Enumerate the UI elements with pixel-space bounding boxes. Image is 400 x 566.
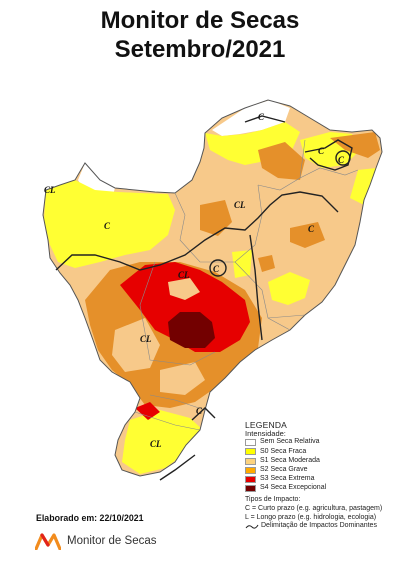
impact-label: CL [234, 200, 246, 210]
legend-swatch [245, 466, 256, 474]
legend-item: S1 Seca Moderada [245, 457, 395, 466]
legend: LEGENDA Intensidade: Sem Seca Relativa S… [245, 421, 395, 531]
legend-swatch [245, 476, 256, 484]
elaboration-date: Elaborado em: 22/10/2021 [36, 513, 144, 523]
impact-types-title: Tipos de Impacto: [245, 496, 301, 504]
s4-area [168, 312, 215, 348]
impact-label: C [213, 264, 220, 274]
no-drought-area-north [212, 100, 290, 136]
impact-label: CL [178, 270, 190, 280]
impact-label: C [104, 221, 111, 231]
legend-items: Sem Seca Relativa S0 Seca Fraca S1 Seca … [245, 438, 395, 493]
legend-item: S0 Seca Fraca [245, 447, 395, 456]
boundary-label: Delimitação de Impactos Dominantes [261, 522, 377, 530]
legend-swatch [245, 448, 256, 456]
boundary-line-icon [245, 524, 259, 529]
monitor-de-secas-logo-icon [35, 533, 61, 550]
s0-area-east [350, 168, 376, 205]
legend-item: S3 Seca Extrema [245, 475, 395, 484]
impact-label: CL [150, 439, 162, 449]
map-title: Monitor de Secas Setembro/2021 [0, 6, 400, 64]
s1-area-inner-1 [112, 318, 160, 372]
s0-area-center [232, 250, 252, 278]
s3-area-south [135, 402, 160, 420]
impact-label: CL [44, 185, 56, 195]
brand-logo-block: Monitor de Secas [35, 531, 157, 551]
legend-item-label: Sem Seca Relativa [260, 438, 320, 446]
legend-swatch [245, 457, 256, 465]
legend-item-label: S2 Seca Grave [260, 466, 308, 474]
legend-item-label: S1 Seca Moderada [260, 456, 320, 464]
legend-item-label: S3 Seca Extrema [260, 475, 315, 483]
legend-item-label: S0 Seca Fraca [260, 447, 307, 455]
title-line-1: Monitor de Secas [100, 7, 300, 34]
brand-name: Monitor de Secas [67, 535, 157, 547]
boundary-legend-item: Delimitação de Impactos Dominantes [245, 522, 395, 531]
impact-type-long: L = Longo prazo (e.g. hidrologia, ecolog… [245, 513, 377, 521]
impact-label: C [308, 224, 315, 234]
s0-area-south [122, 410, 205, 474]
legend-item: Sem Seca Relativa [245, 438, 395, 447]
legend-item: S4 Seca Excepcional [245, 484, 395, 493]
legend-title: LEGENDA [245, 420, 288, 430]
s2-area-east [290, 222, 325, 248]
legend-swatch [245, 439, 256, 447]
legend-item: S2 Seca Grave [245, 466, 395, 475]
s2-area-spot [258, 255, 275, 272]
impact-label: C [318, 146, 325, 156]
impact-label: C [196, 406, 203, 416]
impact-label: C [258, 112, 265, 122]
impact-delimitation-lines [55, 115, 353, 481]
legend-swatch [245, 485, 256, 493]
region-outline [42, 99, 383, 477]
s2-area-center-north [200, 200, 232, 236]
s2-area-north [258, 142, 305, 180]
s2-area-northeast [330, 132, 380, 158]
s1-area-inner-2 [160, 362, 205, 395]
impact-label: CL [140, 334, 152, 344]
s3-area-center [120, 262, 250, 352]
s0-area-southeast [268, 272, 310, 305]
impact-type-short: C = Curto prazo (e.g. agricultura, pasta… [245, 504, 383, 512]
legend-item-label: S4 Seca Excepcional [260, 484, 327, 492]
s0-area-west [44, 180, 175, 268]
impact-label: C [338, 155, 345, 165]
s1-area-inner-3 [168, 278, 200, 300]
state-boundaries [134, 139, 359, 431]
title-line-2: Setembro/2021 [114, 36, 286, 63]
legend-subtitle: Intensidade: [245, 428, 286, 438]
